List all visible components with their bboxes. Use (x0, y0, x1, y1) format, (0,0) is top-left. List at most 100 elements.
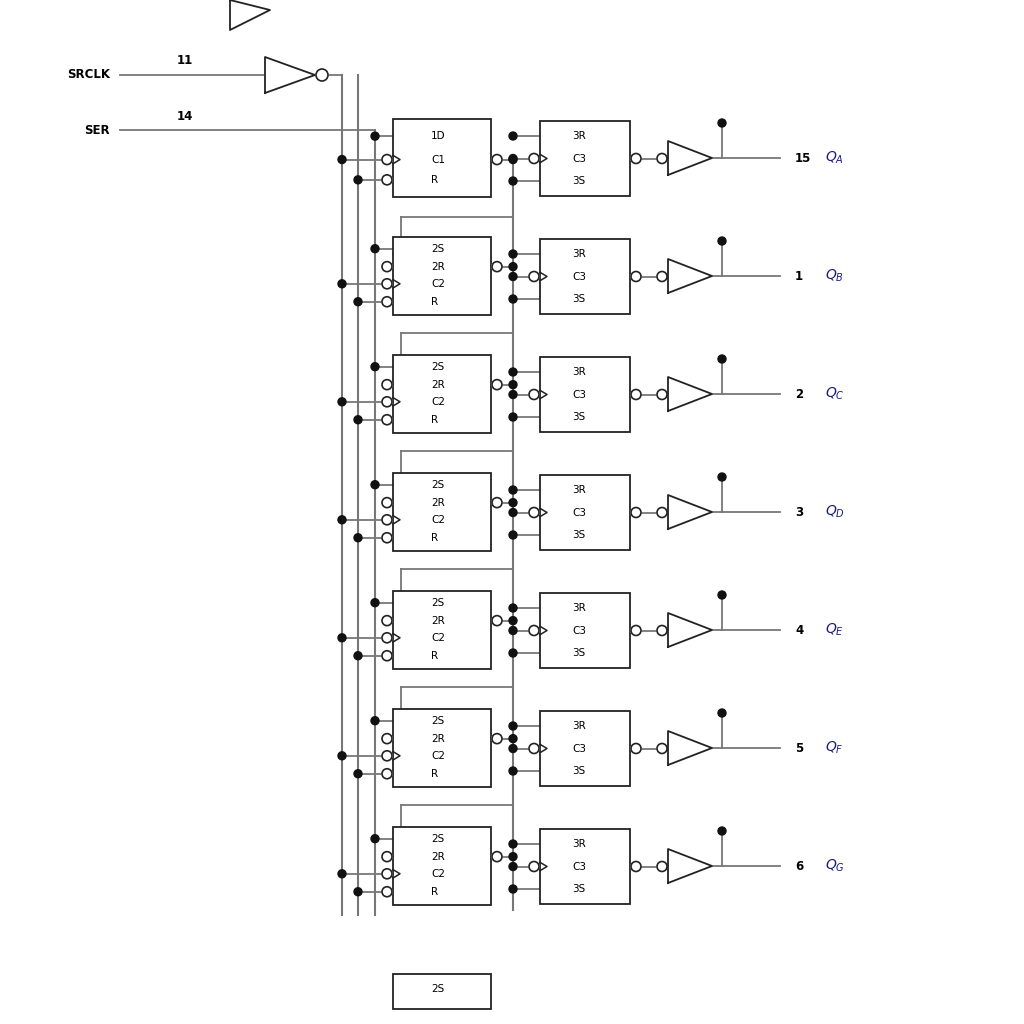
Circle shape (509, 509, 517, 516)
Text: 3S: 3S (572, 884, 586, 894)
Text: $Q_{C}$: $Q_{C}$ (825, 386, 845, 402)
Circle shape (371, 480, 379, 488)
Text: C3: C3 (572, 154, 586, 164)
Polygon shape (230, 0, 270, 30)
Circle shape (509, 155, 517, 163)
Circle shape (382, 650, 392, 660)
Circle shape (338, 280, 346, 288)
Bar (540, 593, 630, 668)
Text: $Q_{E}$: $Q_{E}$ (825, 622, 844, 638)
Circle shape (382, 415, 392, 425)
Circle shape (529, 271, 539, 282)
Circle shape (316, 69, 328, 81)
Circle shape (718, 237, 726, 245)
Circle shape (492, 852, 502, 861)
Circle shape (382, 633, 392, 643)
Polygon shape (668, 849, 712, 883)
Text: $Q_{F}$: $Q_{F}$ (825, 739, 844, 756)
Text: R: R (431, 415, 438, 425)
Circle shape (382, 515, 392, 524)
Text: 3S: 3S (572, 294, 586, 304)
Circle shape (354, 298, 362, 306)
Text: C2: C2 (431, 279, 445, 289)
Text: 2R: 2R (431, 733, 444, 743)
Circle shape (338, 869, 346, 878)
Text: $Q_{B}$: $Q_{B}$ (825, 268, 844, 285)
Bar (393, 237, 490, 315)
Circle shape (718, 355, 726, 362)
Bar (393, 473, 490, 551)
Text: C3: C3 (572, 389, 586, 399)
Text: 3R: 3R (572, 367, 586, 377)
Text: 1: 1 (795, 269, 803, 283)
Circle shape (492, 262, 502, 271)
Circle shape (718, 119, 726, 127)
Text: C3: C3 (572, 508, 586, 517)
Circle shape (657, 743, 667, 754)
Text: 2S: 2S (431, 479, 444, 489)
Text: SER: SER (84, 124, 110, 136)
Text: 3R: 3R (572, 249, 586, 259)
Polygon shape (668, 259, 712, 293)
Circle shape (509, 649, 517, 657)
Circle shape (338, 397, 346, 406)
Circle shape (529, 861, 539, 871)
Text: 1D: 1D (431, 131, 445, 141)
Text: 3S: 3S (572, 648, 586, 658)
Circle shape (509, 862, 517, 870)
Circle shape (509, 272, 517, 281)
Circle shape (657, 626, 667, 636)
Polygon shape (668, 731, 712, 765)
Bar (540, 239, 630, 314)
Circle shape (382, 175, 392, 185)
Circle shape (371, 245, 379, 253)
Polygon shape (668, 495, 712, 529)
Text: C2: C2 (431, 633, 445, 643)
Circle shape (354, 651, 362, 659)
Circle shape (509, 381, 517, 389)
Text: 14: 14 (177, 110, 194, 123)
Circle shape (382, 279, 392, 289)
Circle shape (657, 271, 667, 282)
Circle shape (509, 368, 517, 376)
Circle shape (529, 154, 539, 164)
Circle shape (371, 362, 379, 371)
Text: 6: 6 (795, 859, 803, 872)
Circle shape (338, 752, 346, 760)
Circle shape (631, 154, 641, 164)
Circle shape (631, 626, 641, 636)
Text: 11: 11 (177, 54, 194, 68)
Polygon shape (668, 141, 712, 175)
Bar (540, 121, 630, 196)
Text: 15: 15 (795, 152, 811, 165)
Text: $Q_{G}$: $Q_{G}$ (825, 858, 845, 874)
Circle shape (509, 177, 517, 185)
Circle shape (509, 616, 517, 625)
Text: $Q_{A}$: $Q_{A}$ (825, 150, 844, 166)
Circle shape (382, 751, 392, 761)
Circle shape (509, 767, 517, 775)
Polygon shape (668, 613, 712, 647)
Text: C2: C2 (431, 515, 445, 524)
Circle shape (509, 627, 517, 635)
Text: SRCLK: SRCLK (67, 69, 110, 82)
Circle shape (509, 885, 517, 893)
Circle shape (631, 743, 641, 754)
Circle shape (371, 132, 379, 140)
Text: C3: C3 (572, 271, 586, 282)
Circle shape (509, 499, 517, 507)
Circle shape (509, 486, 517, 494)
Text: 2R: 2R (431, 615, 444, 626)
Text: R: R (431, 650, 438, 660)
Circle shape (354, 888, 362, 896)
Circle shape (509, 744, 517, 753)
Text: 2S: 2S (431, 716, 444, 726)
Circle shape (509, 390, 517, 398)
Text: R: R (431, 532, 438, 543)
Text: 3S: 3S (572, 176, 586, 186)
Text: 2S: 2S (431, 361, 444, 372)
Circle shape (382, 769, 392, 778)
Circle shape (509, 853, 517, 860)
Circle shape (529, 626, 539, 636)
Bar (393, 355, 490, 433)
